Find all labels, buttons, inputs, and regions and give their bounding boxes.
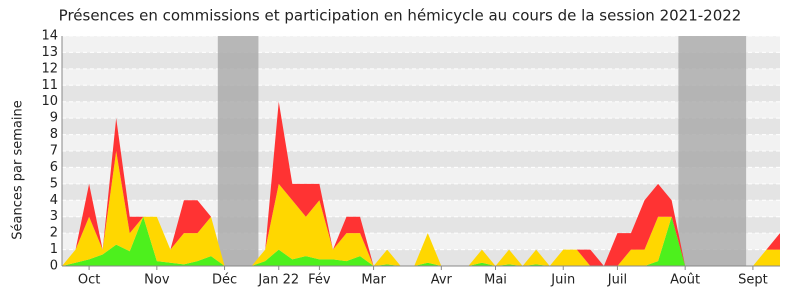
x-tick-label: Mar [361,273,386,288]
x-tick-label: Août [670,273,700,288]
grid-band [62,85,780,102]
grid-band [62,101,780,119]
x-tick-label: Juil [607,273,627,288]
grid-band [62,52,780,69]
y-tick-label: 7 [50,144,58,159]
y-tick-label: 8 [50,127,58,142]
y-tick-label: 11 [41,78,58,93]
area [62,216,780,266]
x-tick-label: Oct [78,273,100,288]
grid-band [62,167,780,184]
y-tick-label: 3 [50,209,58,224]
grid-band [62,68,780,86]
x-tick-label: Avr [431,273,453,288]
y-tick-label: 13 [41,45,58,60]
y-tick-label: 6 [50,160,58,175]
shaded-range [678,36,747,266]
y-tick-label: 0 [50,259,58,274]
x-tick-label: Fév [308,273,331,288]
y-tick-label: 2 [50,226,58,241]
y-tick-label: 9 [50,111,58,126]
y-tick-label: 14 [41,29,58,44]
y-tick-label: 5 [50,176,58,191]
grid-band [62,134,780,151]
y-tick-label: 12 [41,61,58,76]
grid-band [62,151,780,168]
grid-band [62,118,780,135]
y-axis-label: Séances par semaine [11,100,26,239]
grid-band [62,183,780,201]
y-tick-label: 10 [41,94,58,109]
shaded-range [217,36,259,266]
x-tick-label: Déc [212,273,237,288]
y-tick-label: 1 [50,242,58,257]
grid-band [62,36,780,53]
x-tick-label: Nov [144,273,170,288]
x-tick-label: Mai [484,273,507,288]
x-tick-label: Jan 22 [257,273,299,288]
chart-title: Présences en commissions et participatio… [59,7,742,25]
x-tick-label: Juin [550,273,575,288]
y-tick-label: 4 [50,193,58,208]
x-tick-label: Sept [738,273,768,288]
